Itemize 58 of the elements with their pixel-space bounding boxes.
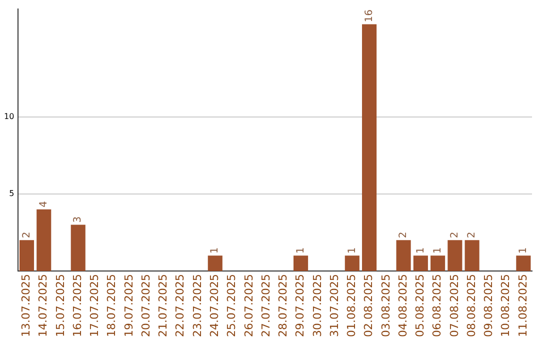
data-label: 1 xyxy=(346,247,358,254)
x-tick-label: 09.08.2025 xyxy=(482,274,496,338)
bar xyxy=(208,256,222,272)
bar xyxy=(362,24,377,272)
x-tick-label: 21.07.2025 xyxy=(156,274,170,338)
bar xyxy=(464,240,480,272)
data-label: 1 xyxy=(295,247,306,254)
x-tick-label: 15.07.2025 xyxy=(54,274,67,338)
x-tick-label: 23.07.2025 xyxy=(190,274,204,338)
x-tick-label: 14.07.2025 xyxy=(36,274,50,338)
bar xyxy=(516,256,531,272)
x-tick-label: 17.07.2025 xyxy=(88,274,102,338)
x-tick-label: 31.07.2025 xyxy=(328,274,341,338)
bar xyxy=(36,209,52,272)
x-tick-label: 11.08.2025 xyxy=(516,274,530,338)
data-label: 1 xyxy=(518,247,530,254)
data-label: 1 xyxy=(415,247,426,254)
x-tick-label: 16.07.2025 xyxy=(70,274,84,338)
x-tick-label: 02.08.2025 xyxy=(362,274,376,338)
x-tick-label: 08.08.2025 xyxy=(464,274,478,338)
x-tick-label: 18.07.2025 xyxy=(105,274,118,338)
x-tick-label: 07.08.2025 xyxy=(448,274,461,338)
data-label: 2 xyxy=(398,232,410,238)
x-tick-label: 01.08.2025 xyxy=(345,274,358,338)
data-label: 4 xyxy=(38,200,50,208)
x-tick-label: 26.07.2025 xyxy=(242,274,256,338)
data-label: 2 xyxy=(450,232,461,238)
bar xyxy=(294,256,308,272)
data-label: 1 xyxy=(210,247,221,254)
x-tick-label: 29.07.2025 xyxy=(294,274,307,338)
x-tick-label: 24.07.2025 xyxy=(208,274,222,338)
data-label: 2 xyxy=(466,232,478,238)
x-tick-label: 22.07.2025 xyxy=(174,274,187,338)
bar xyxy=(396,240,411,272)
bar xyxy=(430,256,446,272)
bar xyxy=(413,256,428,272)
bar xyxy=(70,224,86,272)
x-tick-label: 27.07.2025 xyxy=(259,274,272,338)
x-tick-label: 05.08.2025 xyxy=(414,274,427,338)
x-tick-label: 25.07.2025 xyxy=(225,274,238,338)
bar xyxy=(448,240,462,272)
x-tick-label: 20.07.2025 xyxy=(139,274,152,338)
data-label: 3 xyxy=(72,216,84,223)
x-tick-label: 10.08.2025 xyxy=(499,274,512,338)
data-label: 16 xyxy=(364,9,375,22)
x-tick-label: 13.07.2025 xyxy=(20,274,33,338)
bar xyxy=(344,256,360,272)
bar xyxy=(19,240,34,272)
y-tick-label: 5 xyxy=(9,188,14,198)
x-tick-label: 06.08.2025 xyxy=(430,274,444,338)
x-tick-label: 19.07.2025 xyxy=(122,274,136,338)
data-label: 1 xyxy=(432,247,444,254)
x-tick-label: 03.08.2025 xyxy=(379,274,392,338)
x-tick-label: 04.08.2025 xyxy=(396,274,410,338)
x-tick-label: 30.07.2025 xyxy=(310,274,324,338)
y-tick-label: 10 xyxy=(4,112,14,121)
data-label: 2 xyxy=(21,232,32,238)
x-tick-label: 28.07.2025 xyxy=(276,274,290,338)
